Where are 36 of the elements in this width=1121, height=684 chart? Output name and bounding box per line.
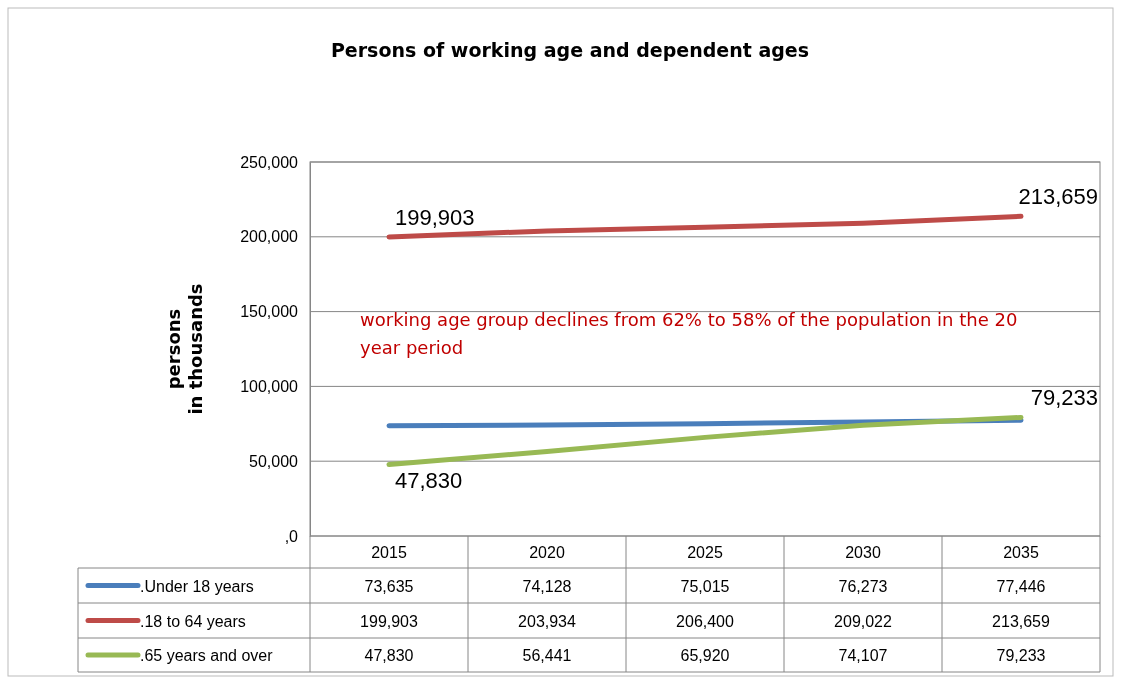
legend-label: .18 to 64 years — [140, 612, 246, 630]
data-label: 65,920 — [680, 647, 730, 664]
annotation: 213,659 — [1018, 184, 1098, 210]
x-tick-label: 2015 — [371, 544, 407, 561]
data-label: 209,022 — [834, 612, 893, 630]
y-tick-label: 150,000 — [240, 303, 299, 321]
data-label: 47,830 — [364, 647, 414, 664]
data-label: 73,635 — [364, 577, 414, 595]
annotation: 79,233 — [1030, 385, 1098, 411]
y-tick-label: ,0 — [284, 527, 299, 545]
legend-label: .65 years and over — [140, 647, 274, 664]
data-label: 74,107 — [838, 647, 888, 664]
y-tick-label: 250,000 — [240, 153, 299, 171]
legend-label: .Under 18 years — [140, 577, 254, 595]
data-label: 203,934 — [518, 612, 577, 630]
data-label: 75,015 — [680, 577, 730, 595]
y-tick-label: 200,000 — [240, 228, 299, 246]
y-tick-label: 50,000 — [249, 452, 299, 470]
y-axis-title: persons in thousands — [163, 283, 206, 415]
annotation: working age group declines from 62% to 58% of the population in the 20 year period — [360, 308, 1019, 360]
annotation: 199,903 — [395, 204, 475, 230]
chart-title: Persons of working age and dependent ages — [330, 39, 810, 61]
x-tick-label: 2035 — [1003, 544, 1039, 561]
data-label: 199,903 — [360, 612, 419, 630]
x-tick-label: 2020 — [529, 544, 565, 561]
data-label: 76,273 — [838, 577, 888, 595]
data-label: 206,400 — [676, 612, 735, 630]
data-label: 213,659 — [992, 612, 1051, 630]
x-tick-label: 2030 — [845, 544, 881, 561]
data-label: 74,128 — [522, 577, 572, 595]
data-label: 56,441 — [522, 647, 572, 664]
data-label: 79,233 — [996, 647, 1046, 664]
x-tick-label: 2025 — [687, 544, 723, 561]
annotation: 47,830 — [395, 468, 463, 494]
y-tick-label: 100,000 — [240, 378, 299, 396]
data-label: 77,446 — [996, 577, 1046, 595]
